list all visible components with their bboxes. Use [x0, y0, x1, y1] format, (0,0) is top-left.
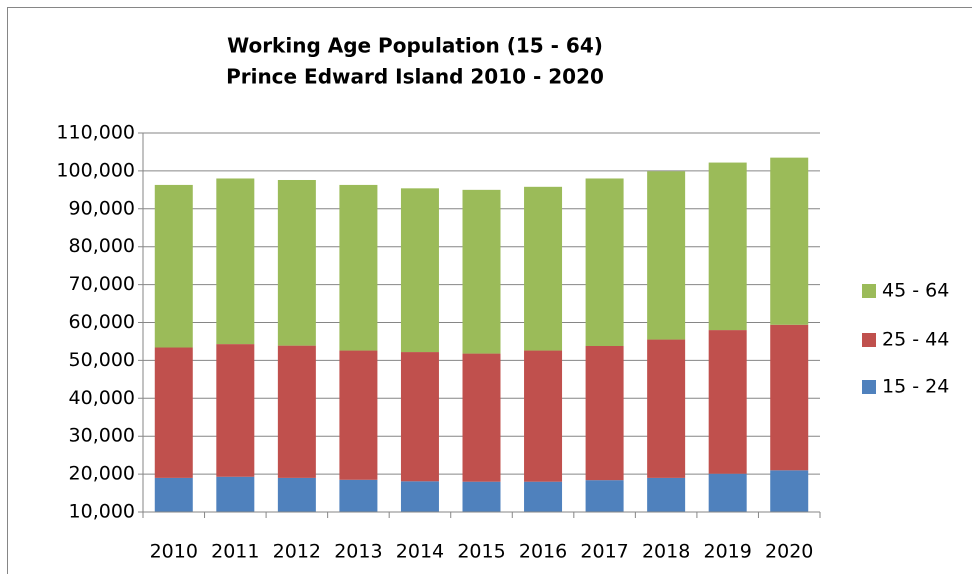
bar-segment: [708, 330, 747, 474]
bar-segment: [277, 477, 316, 512]
legend-label: 45 - 64: [882, 280, 949, 302]
y-tick-label: 50,000: [69, 349, 135, 371]
bar-segment: [277, 179, 316, 346]
x-tick-label: 2012: [273, 541, 321, 563]
bar-segment: [339, 184, 378, 351]
bar-segment: [585, 480, 624, 512]
x-tick-label: 2013: [334, 541, 382, 563]
bar-segment: [708, 473, 747, 512]
bar-segment: [216, 476, 255, 512]
legend-swatch: [862, 380, 876, 394]
legend-label: 15 - 24: [882, 376, 949, 398]
chart-subtitle: Prince Edward Island 2010 - 2020: [226, 65, 604, 89]
bar-segment: [647, 339, 686, 478]
y-tick-label: 100,000: [56, 159, 135, 181]
y-tick-label: 30,000: [69, 425, 135, 447]
y-tick-label: 40,000: [69, 387, 135, 409]
bar-segment: [647, 477, 686, 512]
x-tick-label: 2017: [580, 541, 628, 563]
x-tick-label: 2016: [519, 541, 567, 563]
x-tick-label: 2018: [642, 541, 690, 563]
y-tick-label: 60,000: [69, 311, 135, 333]
bar-segment: [462, 353, 501, 482]
bar-segment: [216, 344, 255, 477]
legend-swatch: [862, 333, 876, 347]
bar-segment: [339, 350, 378, 480]
bar-segment: [462, 189, 501, 354]
bar-segment: [524, 481, 563, 512]
bar-segment: [400, 481, 439, 512]
bar-segment: [462, 481, 501, 512]
bar-segment: [524, 186, 563, 351]
bar-segment: [770, 157, 809, 325]
bar-segment: [708, 162, 747, 331]
bar-segment: [154, 184, 193, 348]
y-tick-label: 10,000: [69, 501, 135, 523]
y-tick-label: 20,000: [69, 463, 135, 485]
bar-segment: [154, 347, 193, 478]
y-tick-label: 90,000: [69, 197, 135, 219]
bar-segment: [647, 171, 686, 340]
y-tick-label: 80,000: [69, 235, 135, 257]
bar-segment: [154, 477, 193, 512]
x-tick-label: 2010: [150, 541, 198, 563]
bar-segment: [400, 352, 439, 482]
bar-segment: [770, 324, 809, 471]
x-tick-label: 2019: [704, 541, 752, 563]
bar-segment: [216, 178, 255, 345]
bar-segment: [585, 178, 624, 346]
bar-segment: [277, 345, 316, 478]
bar-segment: [770, 470, 809, 512]
legend-swatch: [862, 284, 876, 298]
bar-segment: [339, 479, 378, 512]
x-tick-label: 2015: [457, 541, 505, 563]
bar-segment: [585, 345, 624, 481]
y-tick-label: 70,000: [69, 273, 135, 295]
bar-segment: [400, 188, 439, 353]
y-tick-label: 110,000: [56, 122, 135, 144]
chart-title: Working Age Population (15 - 64): [227, 34, 603, 58]
bar-segment: [524, 350, 563, 482]
x-tick-label: 2011: [211, 541, 259, 563]
x-tick-label: 2014: [396, 541, 444, 563]
legend-label: 25 - 44: [882, 329, 949, 351]
x-tick-label: 2020: [765, 541, 813, 563]
